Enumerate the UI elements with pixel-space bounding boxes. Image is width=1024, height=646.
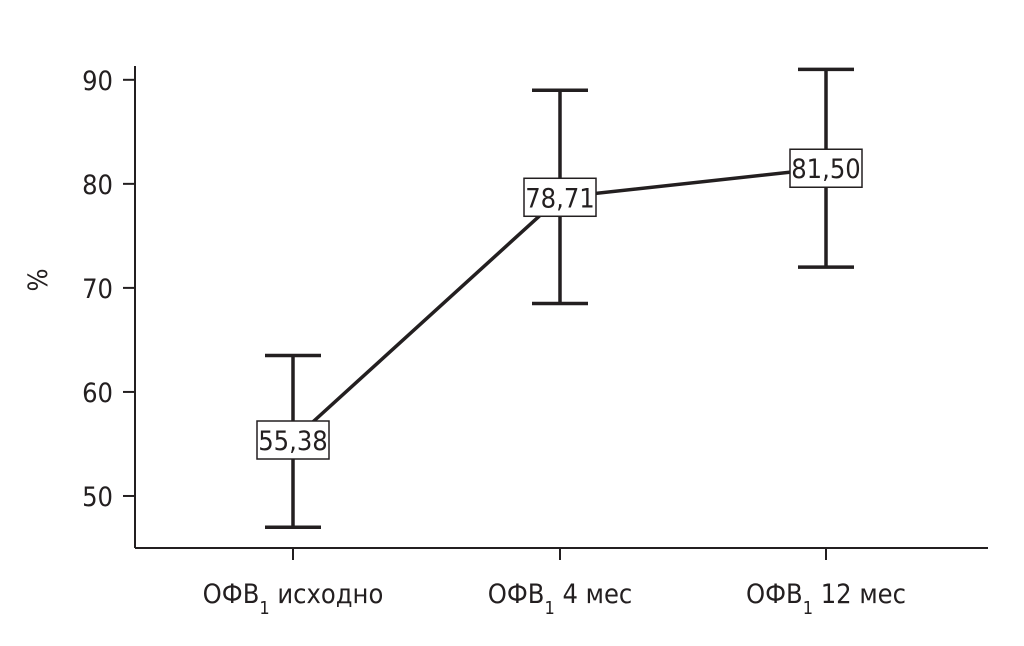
x-category-label: ОФВ1 12 мес bbox=[746, 579, 906, 619]
data-label: 55,38 bbox=[258, 426, 328, 457]
data-label-box bbox=[523, 177, 597, 218]
data-labels: 55,38 78,71 81,50 bbox=[256, 148, 863, 460]
data-label-box bbox=[256, 420, 330, 460]
axes: 50 60 70 80 90% ОФВ1 исходно ОФВ1 4 мес ОФВ1 12… bbox=[23, 66, 988, 619]
data-label: 81,50 bbox=[791, 154, 861, 185]
y-tick-label: 80 bbox=[82, 170, 113, 201]
error-bars bbox=[265, 67, 854, 529]
data-label-box bbox=[789, 148, 863, 188]
y-tick-label: 90 bbox=[82, 66, 113, 97]
data-label: 78,71 bbox=[525, 183, 595, 214]
y-tick-label: 70 bbox=[82, 274, 113, 305]
x-category-label: ОФВ1 4 мес bbox=[488, 579, 633, 619]
y-axis-title: % bbox=[23, 268, 54, 291]
y-tick-label: 50 bbox=[82, 482, 113, 513]
y-tick-label: 60 bbox=[82, 378, 113, 409]
x-category-label: ОФВ1 исходно bbox=[203, 579, 384, 619]
